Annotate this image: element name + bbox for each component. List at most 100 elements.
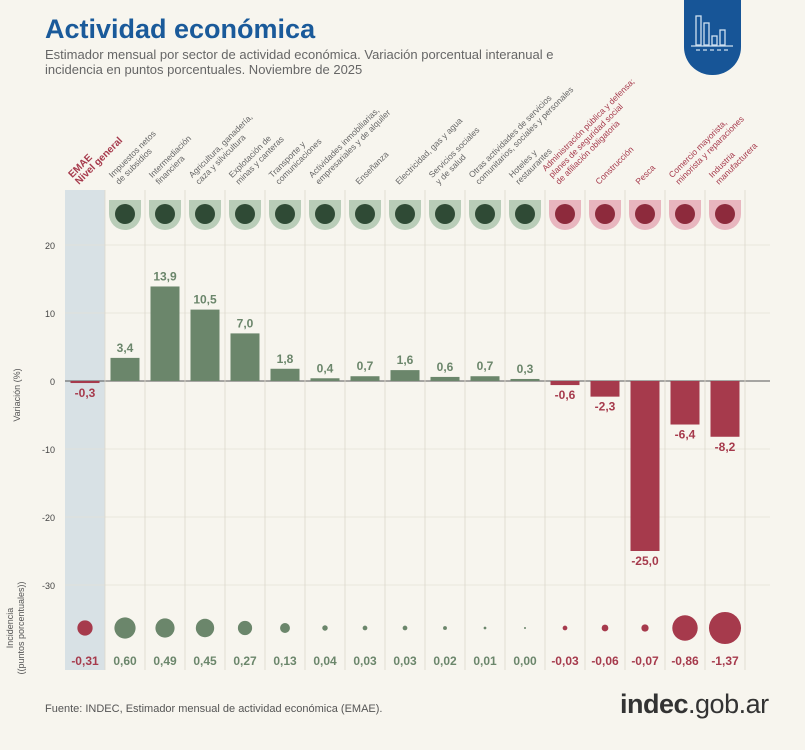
incidence-label: 0,01: [473, 654, 497, 668]
sector-icon-glyph: [195, 204, 215, 224]
chart-badge: [684, 0, 741, 75]
bar-value-label: 10,5: [193, 293, 217, 307]
incidence-label: -0,31: [71, 654, 99, 668]
bar: [510, 378, 540, 381]
bar: [350, 376, 380, 381]
sector-icon-glyph: [635, 204, 655, 224]
bar: [430, 376, 460, 381]
incidence-bubble: [280, 623, 290, 633]
sector-icon-glyph: [715, 204, 735, 224]
incidence-label: 0,60: [113, 654, 137, 668]
bar: [70, 381, 100, 384]
incidence-bubble: [708, 611, 742, 645]
sector-icon-glyph: [515, 204, 535, 224]
bar-value-label: 7,0: [237, 316, 254, 330]
y-tick-label: -30: [42, 581, 55, 591]
bar: [710, 381, 740, 437]
bar-chart: 20 10 0 -10 -20 -30 Variación (%) Incidencia((p…: [5, 76, 770, 675]
page-title: Actividad económica: [45, 14, 316, 44]
sector-icon-glyph: [235, 204, 255, 224]
sector-icon-glyph: [675, 204, 695, 224]
incidence-bubble: [237, 620, 253, 636]
sector-icon-glyph: [395, 204, 415, 224]
incidence-label: 0,45: [193, 654, 217, 668]
incidence-bubble: [672, 615, 698, 641]
sector-icon-glyph: [155, 204, 175, 224]
incidence-bubble: [114, 617, 136, 639]
bar-chart-icon: [691, 15, 733, 51]
category-label: Comercio mayorista,minorista y reparacio…: [667, 107, 746, 186]
bar-value-label: -8,2: [715, 440, 736, 454]
incidence-label: -1,37: [711, 654, 739, 668]
bar-value-label: 3,4: [117, 341, 134, 355]
incidence-bubble: [322, 625, 328, 631]
incidence-bubble: [155, 618, 175, 638]
bar-value-label: -2,3: [595, 400, 616, 414]
incidence-bubble: [402, 625, 408, 631]
incidence-bubble: [641, 624, 649, 632]
bar-value-label: 0,7: [357, 359, 374, 373]
bar: [190, 309, 220, 381]
category-label: Administración pública y defensa;planes …: [540, 76, 650, 186]
sector-icon-glyph: [595, 204, 615, 224]
incidence-bubble: [524, 627, 526, 629]
incidence-bubble: [362, 625, 368, 631]
sector-icon-glyph: [275, 204, 295, 224]
bar: [310, 378, 340, 381]
incidence-bubble: [195, 618, 215, 638]
sector-icon-glyph: [555, 204, 575, 224]
incidence-label: 0,02: [433, 654, 457, 668]
bar-value-label: 0,7: [477, 359, 494, 373]
bar: [630, 381, 660, 551]
y-axis-label: Variación (%): [12, 368, 22, 421]
bar: [110, 357, 140, 381]
bar: [470, 376, 500, 381]
incidence-label: 0,13: [273, 654, 297, 668]
incidence-label: -0,86: [671, 654, 699, 668]
y-tick-label: 0: [50, 377, 55, 387]
bar: [150, 286, 180, 381]
incidence-label: -0,03: [551, 654, 579, 668]
incidence-label: -0,06: [591, 654, 619, 668]
bar: [230, 333, 260, 381]
incidence-bubble: [483, 626, 487, 630]
bar-value-label: 0,4: [317, 361, 334, 375]
source-note: Fuente: INDEC, Estimador mensual de acti…: [45, 703, 383, 715]
bar-value-label: 1,6: [397, 353, 414, 367]
incidence-label: 0,00: [513, 654, 537, 668]
y-tick-label: 20: [45, 241, 55, 251]
bar-value-label: -0,3: [75, 386, 96, 400]
sector-icon-glyph: [355, 204, 375, 224]
bar: [550, 381, 580, 386]
emae-highlight: [65, 190, 105, 670]
category-label: Construcción: [593, 144, 635, 186]
bar: [270, 368, 300, 381]
bar-value-label: -0,6: [555, 388, 576, 402]
bar-value-label: -6,4: [675, 428, 696, 442]
y-tick-label: -20: [42, 513, 55, 523]
category-label: Pesca: [633, 162, 657, 186]
bar-value-label: 0,3: [517, 362, 534, 376]
incidence-label: 0,03: [353, 654, 377, 668]
sector-icon-glyph: [475, 204, 495, 224]
incidence-bubble: [77, 620, 93, 636]
indec-logo[interactable]: indec.gob.ar: [620, 689, 769, 719]
bar: [590, 381, 620, 397]
incidence-label: 0,49: [153, 654, 177, 668]
bar: [670, 381, 700, 425]
incidence-label: 0,27: [233, 654, 257, 668]
category-label: Enseñanza: [353, 149, 390, 186]
incidence-bubble: [443, 626, 447, 630]
sector-icon-glyph: [435, 204, 455, 224]
bar-value-label: 0,6: [437, 360, 454, 374]
incidence-label: -0,07: [631, 654, 659, 668]
incidence-label: 0,04: [313, 654, 337, 668]
incidence-bubble: [601, 624, 609, 632]
y-tick-label: 10: [45, 309, 55, 319]
incidence-label: 0,03: [393, 654, 417, 668]
bar: [390, 370, 420, 381]
y2-axis-label: Incidencia((puntos porcentuales)): [5, 581, 26, 674]
sector-icon-glyph: [315, 204, 335, 224]
sector-icon-glyph: [115, 204, 135, 224]
